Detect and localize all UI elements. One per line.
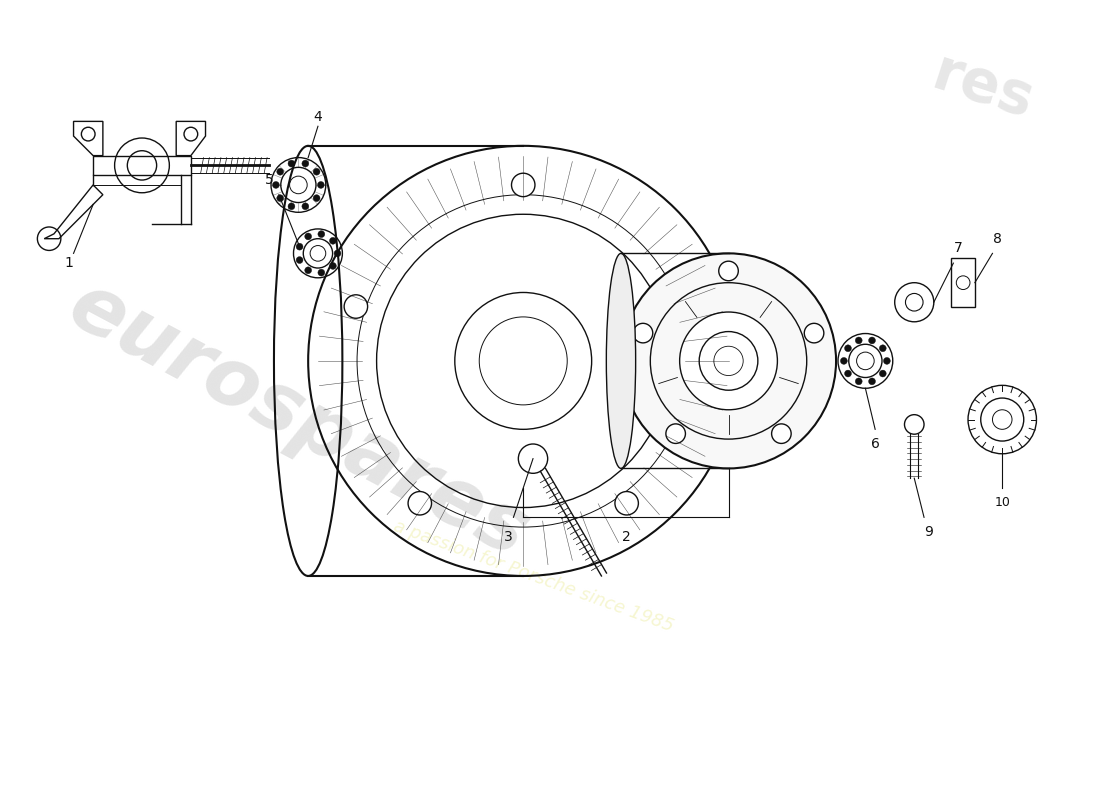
Circle shape: [845, 345, 851, 352]
Circle shape: [296, 257, 303, 263]
Text: 8: 8: [993, 232, 1002, 246]
Circle shape: [318, 230, 324, 238]
Circle shape: [840, 358, 847, 364]
Circle shape: [314, 168, 320, 175]
Circle shape: [615, 491, 638, 515]
Circle shape: [679, 294, 702, 318]
Circle shape: [804, 323, 824, 343]
Circle shape: [273, 182, 279, 188]
Circle shape: [277, 168, 284, 175]
Circle shape: [334, 250, 341, 257]
Circle shape: [634, 323, 652, 343]
Circle shape: [277, 194, 284, 202]
Circle shape: [318, 269, 324, 276]
Circle shape: [454, 293, 592, 430]
Circle shape: [301, 203, 309, 210]
Circle shape: [680, 312, 778, 410]
Text: 2: 2: [621, 530, 630, 544]
Circle shape: [856, 337, 862, 344]
Text: eurospares: eurospares: [55, 266, 541, 574]
Circle shape: [330, 262, 337, 270]
Circle shape: [879, 370, 887, 377]
Circle shape: [621, 254, 836, 469]
Text: 10: 10: [994, 496, 1010, 509]
Text: a passion for Porsche since 1985: a passion for Porsche since 1985: [390, 517, 675, 635]
Text: 7: 7: [954, 242, 962, 255]
Circle shape: [288, 203, 295, 210]
Circle shape: [330, 238, 337, 244]
Circle shape: [296, 243, 303, 250]
Circle shape: [666, 424, 685, 443]
Circle shape: [318, 182, 324, 188]
Text: 4: 4: [314, 110, 322, 123]
Circle shape: [408, 491, 431, 515]
Text: res: res: [925, 44, 1041, 130]
Circle shape: [301, 160, 309, 167]
Circle shape: [305, 267, 311, 274]
Circle shape: [344, 294, 367, 318]
Text: 3: 3: [504, 530, 513, 544]
Circle shape: [869, 337, 876, 344]
Circle shape: [883, 358, 890, 364]
Text: 9: 9: [924, 525, 934, 539]
Circle shape: [845, 370, 851, 377]
Circle shape: [305, 233, 311, 240]
Circle shape: [718, 261, 738, 281]
Circle shape: [314, 194, 320, 202]
Text: 6: 6: [871, 437, 880, 451]
Circle shape: [879, 345, 887, 352]
Circle shape: [288, 160, 295, 167]
Circle shape: [869, 378, 876, 385]
Circle shape: [512, 174, 535, 197]
Text: 5: 5: [265, 173, 274, 187]
Text: 1: 1: [64, 256, 73, 270]
Circle shape: [856, 378, 862, 385]
Ellipse shape: [606, 254, 636, 469]
Circle shape: [771, 424, 791, 443]
